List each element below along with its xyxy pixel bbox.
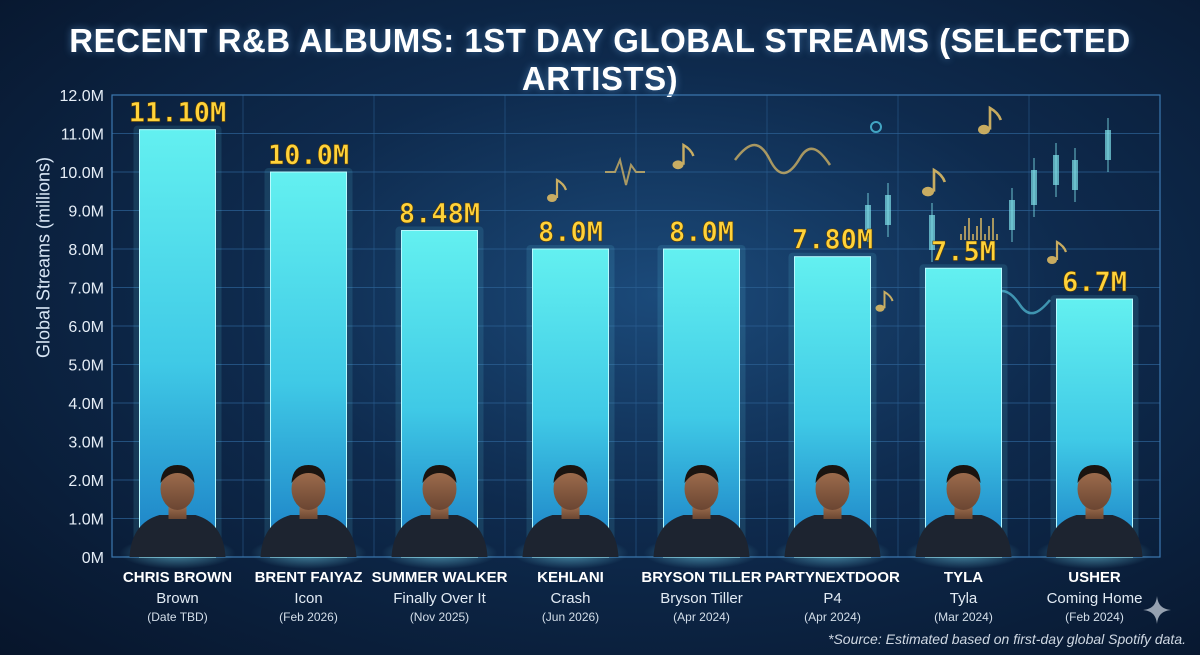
pulse-line	[605, 156, 645, 186]
release-date: (Mar 2024)	[934, 610, 993, 624]
y-tick-label: 11.0M	[61, 127, 104, 144]
artist-name: USHER	[1068, 569, 1121, 586]
y-tick-label: 5.0M	[68, 358, 104, 375]
artist-name: TYLA	[944, 569, 983, 586]
artist-name: SUMMER WALKER	[372, 569, 508, 586]
album-name: Tyla	[950, 590, 978, 607]
album-name: Finally Over It	[393, 590, 486, 607]
y-tick-label: 10.0M	[60, 165, 104, 182]
y-ticks: 0M 1.0M 2.0M 3.0M 4.0M 5.0M 6.0M 7.0M 8.0M 9.0M 10…	[60, 88, 104, 567]
release-date: (Feb 2026)	[279, 610, 338, 624]
music-note-icon	[547, 178, 568, 202]
equalizer-bar	[992, 218, 994, 240]
equalizer-bar	[984, 234, 986, 240]
value-label: 8.0M	[669, 217, 734, 248]
album-name: Crash	[550, 590, 590, 607]
artist-avatar	[250, 465, 367, 569]
sound-wave	[734, 143, 832, 175]
value-label: 7.5M	[931, 236, 996, 267]
y-tick-label: 3.0M	[68, 435, 104, 452]
candle-body	[885, 195, 891, 225]
candle-body	[865, 205, 871, 230]
circle-dot	[870, 121, 882, 133]
release-date: (Feb 2024)	[1065, 610, 1124, 624]
artist-avatar	[643, 465, 760, 569]
y-tick-label: 6.0M	[68, 319, 104, 336]
music-note-icon	[1047, 240, 1068, 264]
value-label: 8.48M	[399, 199, 480, 230]
music-decorations	[547, 105, 1111, 315]
album-name: Bryson Tiller	[660, 590, 743, 607]
release-date: (Apr 2024)	[673, 610, 730, 624]
y-tick-label: 4.0M	[68, 396, 104, 413]
value-label: 6.7M	[1062, 267, 1127, 298]
artist-name: KEHLANI	[537, 569, 604, 586]
chart-title: RECENT R&B ALBUMS: 1ST DAY GLOBAL STREAM…	[69, 22, 1131, 97]
music-note-icon	[922, 167, 947, 197]
artist-name: PARTYNEXTDOOR	[765, 569, 900, 586]
value-label: 7.80M	[792, 225, 873, 256]
sparkle-icon	[1143, 596, 1171, 624]
x-labels: CHRIS BROWN Brown (Date TBD) BRENT FAIYAZ Ic…	[123, 569, 1143, 624]
candle-body	[929, 215, 935, 250]
artist-avatar	[381, 465, 498, 569]
album-name: P4	[823, 590, 841, 607]
music-note-icon	[978, 105, 1003, 135]
artist-name: BRENT FAIYAZ	[255, 569, 363, 586]
release-date: (Apr 2024)	[804, 610, 861, 624]
artist-avatar	[905, 465, 1022, 569]
artist-avatar	[1036, 465, 1153, 569]
y-tick-label: 1.0M	[68, 512, 104, 529]
candle-body	[1009, 200, 1015, 230]
candle-body	[1053, 155, 1059, 185]
y-tick-label: 9.0M	[68, 204, 104, 221]
release-date: (Date TBD)	[147, 610, 207, 624]
bars: 11.10M 10.0M 8.48M 8.0M 8.0M 7.80M 7.5M 6.7M	[119, 97, 1153, 569]
equalizer-bar	[996, 234, 998, 240]
candle-body	[1105, 130, 1111, 160]
release-date: (Nov 2025)	[410, 610, 469, 624]
candle-body	[1031, 170, 1037, 205]
equalizer-bar	[980, 218, 982, 240]
value-label: 10.0M	[268, 140, 349, 171]
album-name: Icon	[294, 590, 322, 607]
music-note-icon	[875, 290, 894, 312]
equalizer-bar	[960, 234, 962, 240]
equalizer-bar	[968, 218, 970, 240]
artist-avatar	[119, 465, 236, 569]
y-tick-label: 7.0M	[68, 281, 104, 298]
y-tick-label: 8.0M	[68, 242, 104, 259]
artist-name: CHRIS BROWN	[123, 569, 232, 586]
value-label: 8.0M	[538, 217, 603, 248]
y-tick-label: 0M	[82, 550, 104, 567]
value-label: 11.10M	[129, 98, 227, 129]
plot-frame	[111, 94, 1161, 558]
release-date: (Jun 2026)	[542, 610, 599, 624]
music-note-icon	[672, 142, 695, 170]
artist-avatar	[512, 465, 629, 569]
artist-avatar	[774, 465, 891, 569]
equalizer-bar	[988, 226, 990, 240]
album-name: Coming Home	[1047, 590, 1143, 607]
equalizer-bar	[972, 234, 974, 240]
candle-body	[1072, 160, 1078, 190]
album-name: Brown	[156, 590, 199, 607]
artist-name: BRYSON TILLER	[641, 569, 761, 586]
y-tick-label: 12.0M	[60, 88, 104, 105]
source-footnote: *Source: Estimated based on first-day gl…	[828, 631, 1186, 647]
equalizer-bar	[976, 226, 978, 240]
y-tick-label: 2.0M	[68, 473, 104, 490]
equalizer-bar	[964, 226, 966, 240]
